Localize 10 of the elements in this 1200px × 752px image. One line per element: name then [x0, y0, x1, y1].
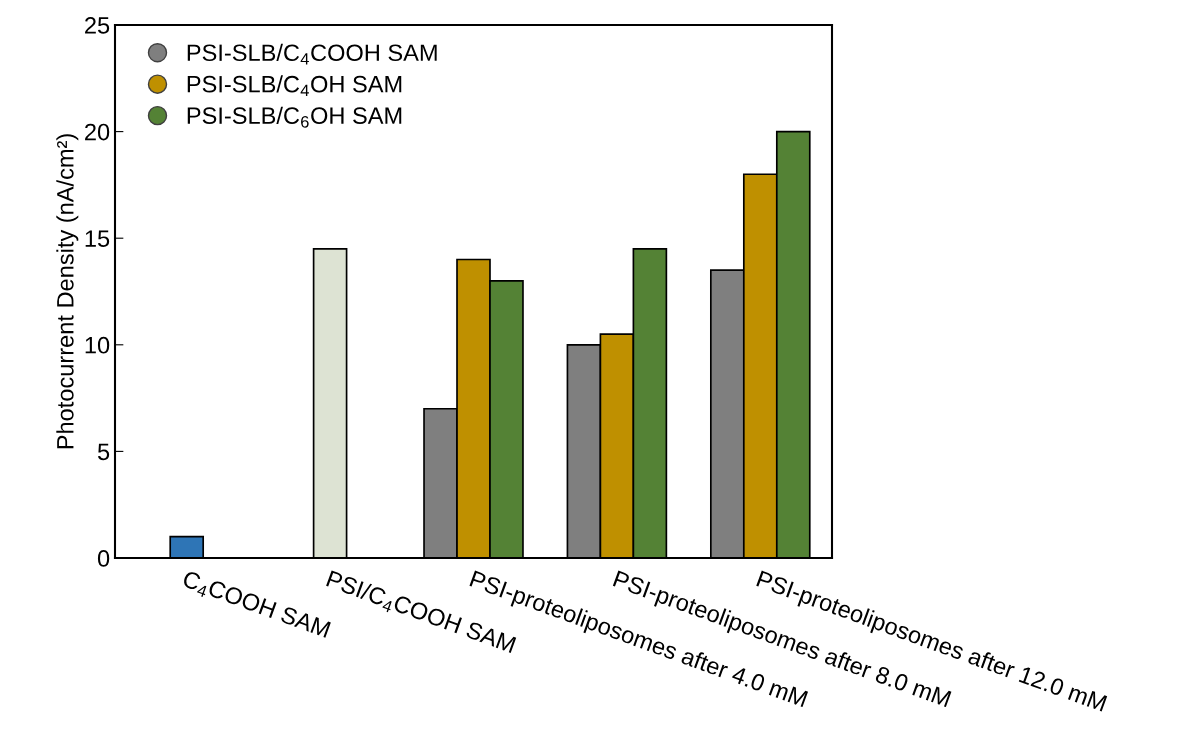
legend-label: PSI-SLB/C$_{4}$OH SAM [187, 75, 402, 97]
y-tick-label: 5 [97, 443, 110, 461]
y-tick-label: 15 [85, 230, 110, 247]
y-tick-label: 0 [97, 550, 110, 567]
y-tick-label: 25 [85, 17, 110, 34]
y-axis-title: Photocurrent Density (nA/cm²) [56, 134, 79, 449]
y-tick-label: 20 [85, 123, 110, 141]
legend-label: PSI-SLB/C$_{6}$OH SAM [187, 106, 402, 128]
legend-label: PSI-SLB/C$_{4}$COOH SAM [187, 43, 437, 65]
y-tick-label: 10 [85, 336, 110, 354]
